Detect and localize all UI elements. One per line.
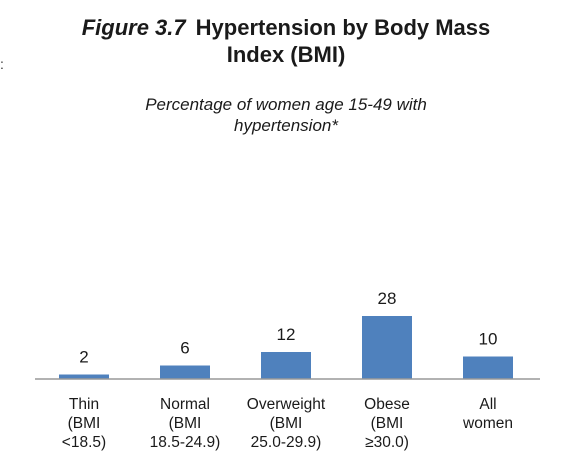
bar-1	[160, 365, 210, 379]
bar-3	[362, 316, 412, 379]
data-label-0: 2	[79, 348, 88, 367]
margin-mark: :	[0, 56, 4, 72]
data-label-3: 28	[378, 289, 397, 308]
chart-subtitle-line2: hypertension*	[234, 116, 338, 135]
figure-title-line1: Hypertension by Body Mass	[195, 15, 491, 40]
figure-title: Figure 3.7 Hypertension by Body Mass Inde…	[0, 14, 572, 68]
data-label-1: 6	[180, 339, 189, 358]
figure-number: Figure 3.7	[81, 15, 186, 40]
category-label-2: Overweight (BMI 25.0-29.9)	[247, 396, 326, 451]
chart-subtitle: Percentage of women age 15-49 with hyper…	[0, 94, 572, 136]
bar-0	[59, 374, 109, 379]
bar-4	[463, 356, 513, 379]
category-label-4: All women	[462, 396, 513, 432]
category-label-1: Normal (BMI 18.5-24.9)	[150, 396, 221, 451]
chart-subtitle-line1: Percentage of women age 15-49 with	[145, 95, 427, 114]
bar-2	[261, 352, 311, 379]
category-label-3: Obese (BMI ≥30.0)	[364, 396, 410, 451]
data-label-2: 12	[277, 325, 296, 344]
figure-title-line2: Index (BMI)	[226, 42, 346, 67]
category-label-0: Thin (BMI <18.5)	[62, 396, 106, 451]
data-label-4: 10	[479, 330, 498, 349]
